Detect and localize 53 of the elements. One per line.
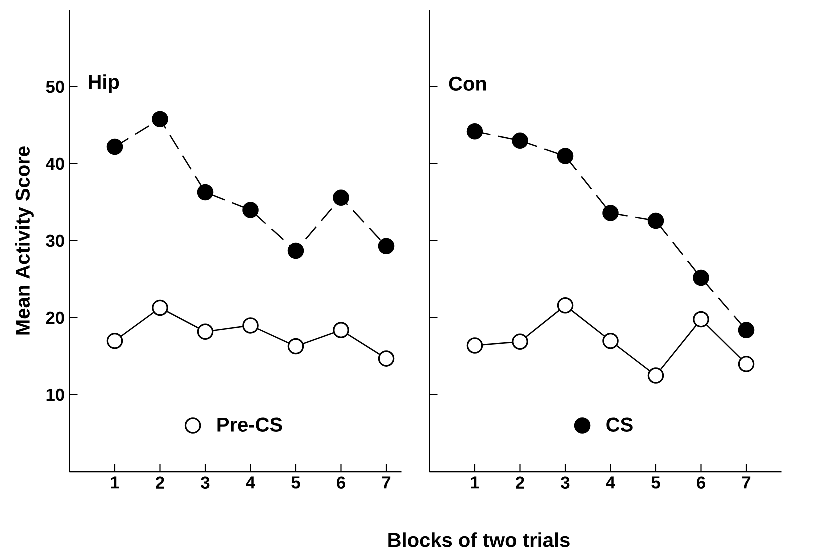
point	[197, 184, 214, 201]
point	[693, 270, 710, 286]
point	[602, 332, 619, 350]
point	[378, 350, 395, 367]
x-tick-label: 5	[652, 476, 660, 489]
x-tick-label: 2	[156, 476, 164, 489]
point	[378, 238, 395, 255]
x-tick-label: 6	[337, 476, 346, 489]
y-tick-label: 20	[46, 312, 64, 324]
point	[106, 138, 124, 156]
point	[466, 338, 484, 354]
x-tick-label: 1	[111, 476, 120, 489]
legend-label: Pre-CS	[218, 418, 282, 432]
point	[152, 111, 168, 128]
point	[557, 298, 574, 314]
y-tick-label: 10	[46, 388, 64, 402]
y-axis-title: Mean Activity Score	[15, 146, 34, 335]
x-tick-label: 2	[516, 476, 524, 489]
x-tick-label: 4	[606, 476, 616, 489]
x-tick-label: 6	[697, 476, 706, 489]
x-tick-label: 1	[471, 476, 480, 489]
point	[106, 332, 124, 350]
point	[738, 322, 755, 338]
x-tick-label: 3	[561, 476, 570, 489]
x-tick-label: 3	[201, 476, 210, 489]
point	[333, 190, 350, 206]
point	[197, 324, 214, 340]
x-tick-label: 5	[292, 476, 300, 489]
point	[602, 205, 619, 222]
x-axis-title: Blocks of two trials	[388, 532, 570, 548]
x-tick-label: 7	[382, 476, 391, 489]
point	[738, 356, 755, 372]
point	[333, 322, 350, 338]
point	[648, 212, 664, 230]
point	[512, 334, 528, 350]
legend-label: CS	[606, 418, 633, 432]
text: Con	[449, 76, 486, 91]
y-tick-label: 30	[46, 234, 64, 248]
x-tick-label: 4	[246, 476, 256, 489]
x-tick-label: 7	[742, 476, 751, 489]
point	[648, 368, 664, 384]
y-tick-label: 40	[46, 158, 64, 170]
point	[242, 202, 259, 218]
point	[693, 311, 710, 328]
point	[288, 242, 304, 260]
point	[512, 132, 528, 150]
point	[152, 300, 168, 316]
point	[288, 338, 304, 355]
y-tick-label: 50	[46, 80, 64, 94]
point	[557, 148, 574, 164]
point	[466, 124, 484, 140]
text: Hip	[89, 74, 120, 94]
point	[242, 318, 259, 334]
